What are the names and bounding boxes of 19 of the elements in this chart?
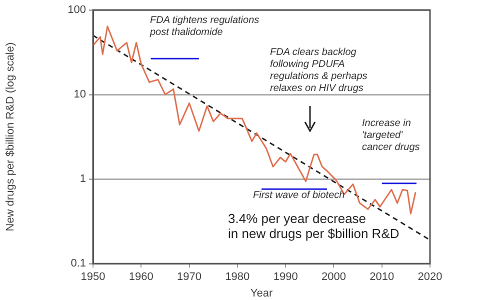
x-tick-label: 2000 [321, 271, 346, 284]
x-tick-label: 1970 [177, 271, 202, 284]
annotation: First wave of biotech [253, 190, 346, 201]
x-tick-label: 2010 [370, 271, 394, 284]
annotation: FDA tightens regulations post thalidomide [149, 14, 260, 38]
annotation: FDA clears backlog following PDUFA regulations & perhaps relaxes on HIV drugs [270, 46, 368, 94]
y-tick-label: 1 [80, 173, 86, 186]
x-axis-title: Year [250, 287, 273, 300]
y-tick-label: 100 [68, 4, 86, 16]
x-tick-label: 1960 [128, 271, 154, 284]
x-tick-label: 1950 [80, 271, 106, 284]
y-tick-label: 10 [74, 88, 86, 101]
x-tick-label: 1990 [273, 271, 298, 284]
x-tick-label: 1980 [225, 271, 250, 284]
annotation: Increase in 'targeted' cancer drugs [362, 118, 420, 153]
y-tick-label: 0.1 [70, 258, 86, 270]
y-axis-title: New drugs per $billion R&D (log scale) [4, 42, 17, 232]
x-tick-label: 2020 [418, 271, 442, 284]
annotation: 3.4% per year decrease in new drugs per $billion R&D [228, 211, 400, 242]
